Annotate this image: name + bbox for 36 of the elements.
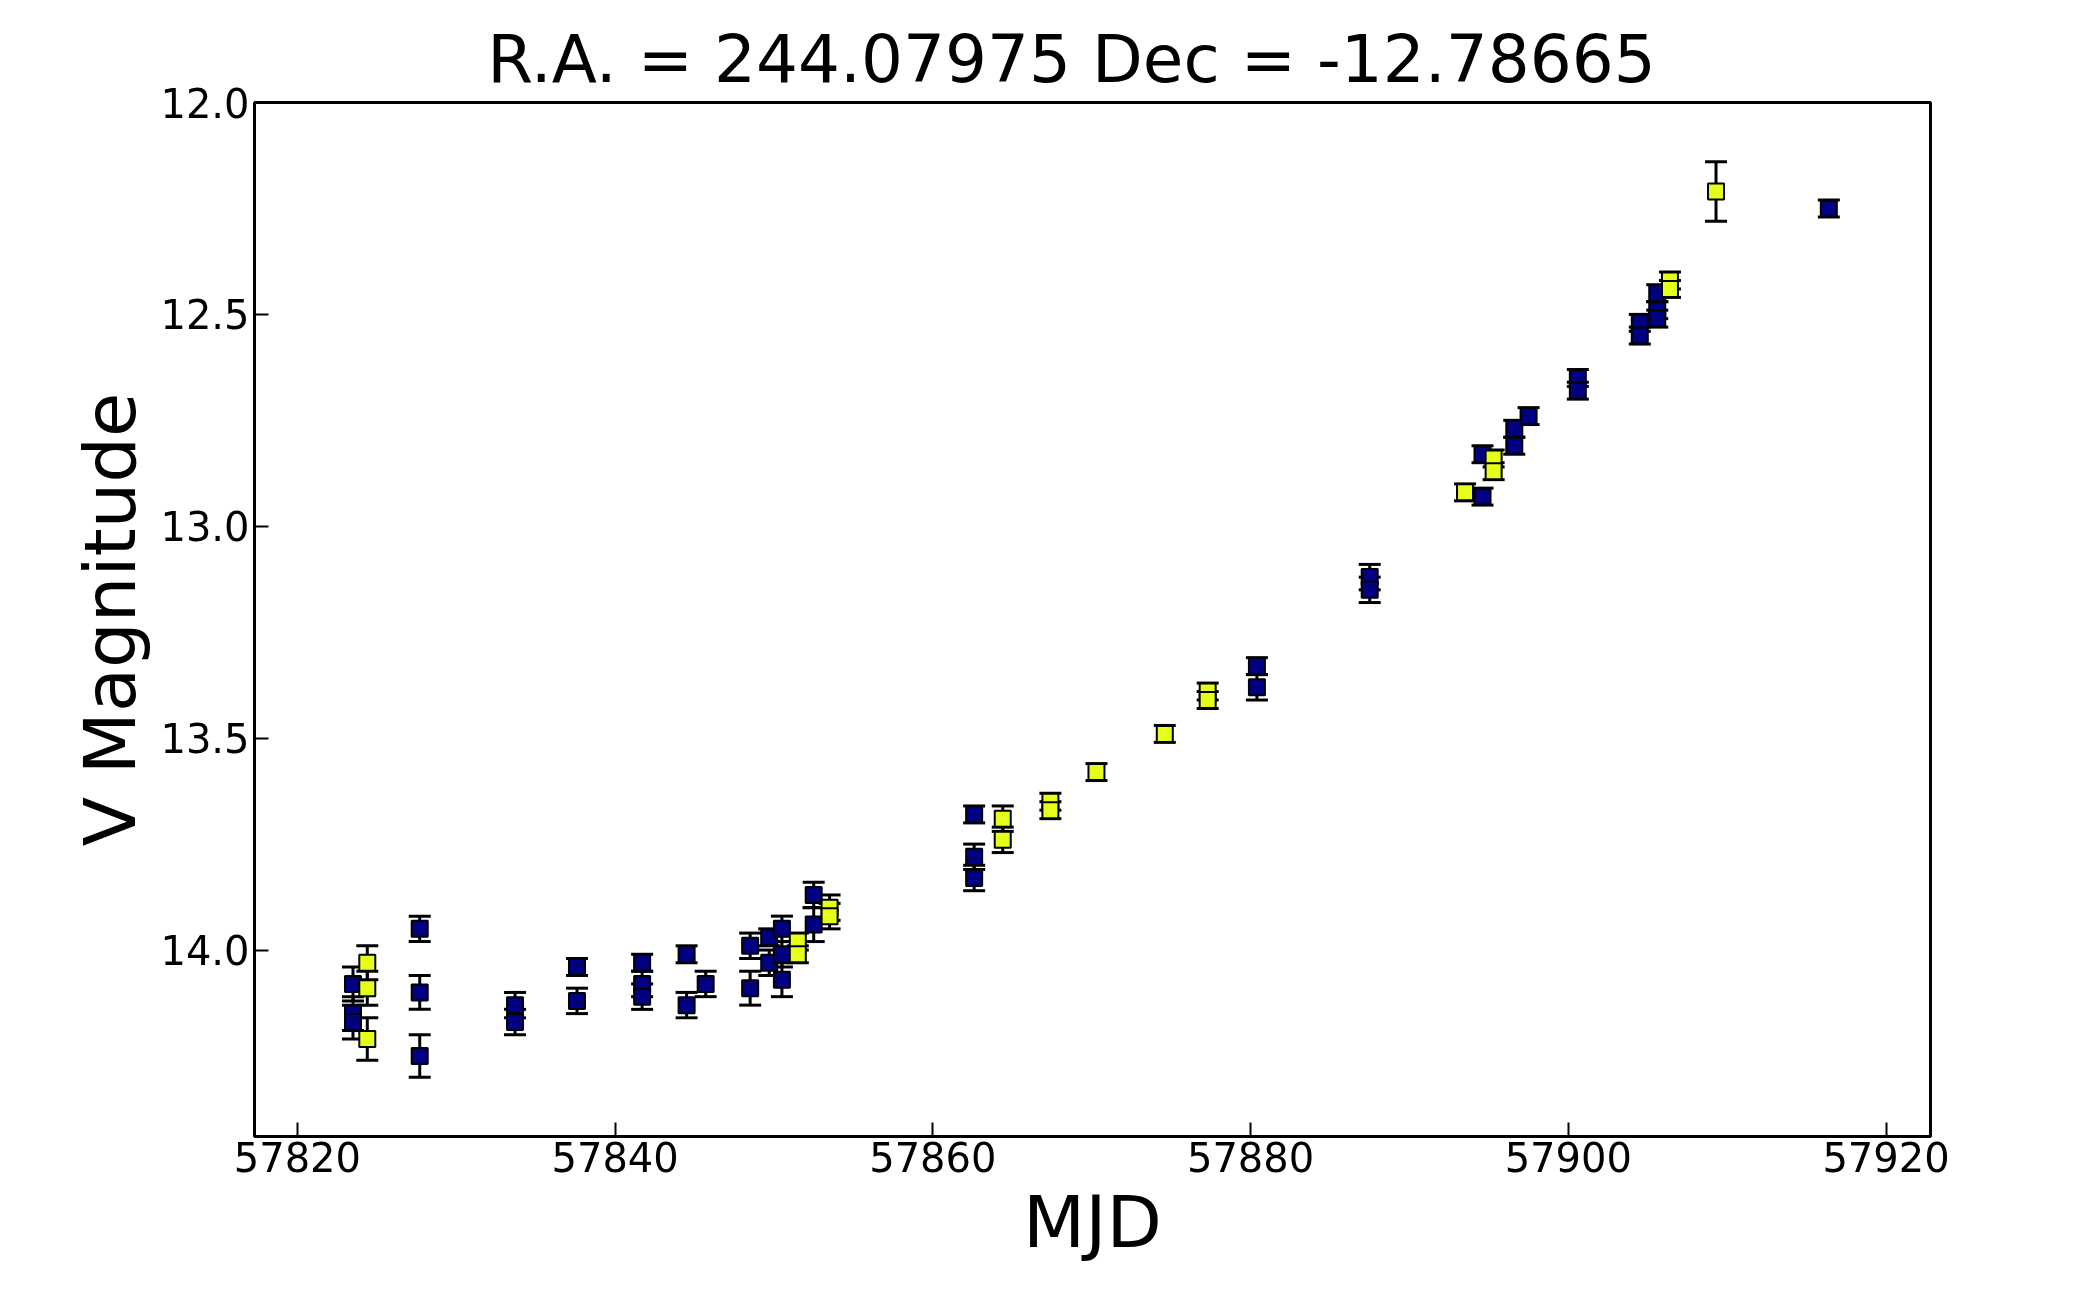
point [820, 907, 839, 926]
point [410, 919, 429, 938]
point [1360, 580, 1379, 599]
point [1247, 678, 1266, 697]
point [741, 936, 760, 955]
point [804, 885, 823, 904]
point [506, 1013, 525, 1032]
x-tick-label: 57920 [1822, 1134, 1950, 1181]
point [772, 970, 791, 989]
point [506, 996, 525, 1015]
point [567, 991, 586, 1010]
point [741, 979, 760, 998]
y-tick-label: 13.5 [160, 716, 250, 763]
x-tick-label: 57900 [1504, 1134, 1632, 1181]
point [804, 915, 823, 934]
y-tick-label: 13.0 [160, 504, 250, 551]
x-tick-label: 57840 [551, 1134, 679, 1181]
x-tick-label: 57860 [869, 1134, 997, 1181]
point [358, 979, 377, 998]
y-tick-label: 12.0 [160, 80, 250, 127]
y-axis-title: V Magnitude [68, 392, 153, 847]
y-tick-label: 12.5 [160, 292, 250, 339]
point [410, 983, 429, 1002]
point [1707, 182, 1726, 201]
x-axis-title: MJD [1023, 1179, 1162, 1264]
point [358, 1030, 377, 1049]
x-tick-label: 57880 [1186, 1134, 1315, 1181]
y-tick-label: 14.0 [160, 928, 250, 975]
point [696, 974, 715, 993]
point [772, 919, 791, 938]
point [677, 996, 696, 1015]
point [633, 987, 652, 1006]
point [410, 1046, 429, 1065]
point [358, 953, 377, 972]
x-tick-label: 57820 [233, 1134, 362, 1181]
chart-title: R.A. = 244.07975 Dec = -12.78665 [487, 20, 1656, 98]
